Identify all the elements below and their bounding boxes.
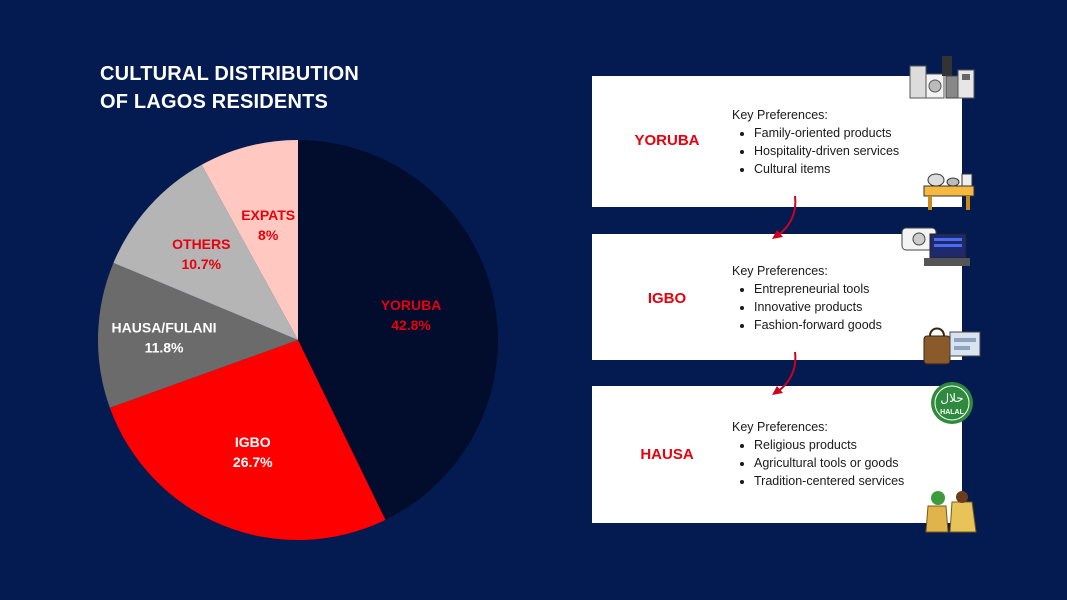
slice-label-igbo: IGBO (235, 434, 271, 450)
preferences-heading: Key Preferences: (732, 420, 828, 434)
halal-arabic-text: حلال (940, 391, 963, 405)
slice-label-yoruba: YORUBA (381, 297, 442, 313)
card-group-label: YORUBA (634, 132, 700, 149)
card-preferences: Key Preferences: Family-oriented product… (732, 106, 899, 178)
card-yoruba: YORUBA Key Preferences: Family-oriented … (592, 76, 962, 207)
pie-slice-expats (201, 140, 298, 340)
list-item: Fashion-forward goods (754, 316, 882, 334)
pie-slice-hausa-fulani (97, 262, 298, 408)
card-group-label: HAUSA (640, 446, 694, 463)
slice-label-expats: EXPATS (241, 207, 295, 223)
preferences-heading: Key Preferences: (732, 264, 828, 278)
chart-title: CULTURAL DISTRIBUTION OF LAGOS RESIDENTS (100, 60, 359, 116)
pie-slice-yoruba (298, 140, 498, 520)
catering-table-icon (923, 173, 975, 210)
chart-title-line-2: OF LAGOS RESIDENTS (100, 91, 329, 113)
chart-title-line-1: CULTURAL DISTRIBUTION (100, 63, 359, 85)
slice-value-hausa-fulani: 11.8% (145, 340, 184, 356)
list-item: Family-oriented products (754, 124, 899, 142)
preferences-list: Entrepreneurial tools Innovative product… (732, 280, 882, 334)
pie-chart: YORUBA 42.8% IGBO 26.7% HAUSA/FULANI 11.8% OTH… (97, 140, 498, 540)
slice-label-others: OTHERS (172, 236, 230, 252)
fashion-goods-icon (923, 327, 981, 365)
slice-value-igbo: 26.7% (233, 454, 273, 470)
slice-value-yoruba: 42.8% (391, 317, 431, 333)
card-preferences: Key Preferences: Entrepreneurial tools I… (732, 262, 882, 334)
list-item: Cultural items (754, 160, 899, 178)
pie-slice-igbo (109, 340, 386, 540)
list-item: Innovative products (754, 298, 882, 316)
card-group-label: IGBO (647, 290, 687, 307)
preferences-list: Religious products Agricultural tools or… (732, 436, 904, 490)
card-hausa: HAUSA Key Preferences: Religious product… (592, 386, 962, 523)
halal-badge-icon: حلال HALAL (931, 382, 973, 424)
slice-label-hausa-fulani: HAUSA/FULANI (112, 320, 217, 336)
halal-text: HALAL (940, 409, 964, 416)
slice-value-others: 10.7% (181, 256, 221, 272)
card-igbo: IGBO Key Preferences: Entrepreneurial to… (592, 234, 962, 360)
pie-slice-others (113, 164, 298, 340)
list-item: Agricultural tools or goods (754, 454, 904, 472)
home-appliances-icon (909, 56, 975, 99)
list-item: Religious products (754, 436, 904, 454)
preferences-heading: Key Preferences: (732, 108, 828, 122)
card-preferences: Key Preferences: Religious products Agri… (732, 418, 904, 490)
list-item: Tradition-centered services (754, 472, 904, 490)
list-item: Entrepreneurial tools (754, 280, 882, 298)
connector-arrow-icon (772, 195, 797, 239)
preferences-list: Family-oriented products Hospitality-dri… (732, 124, 899, 178)
laptop-machine-icon (901, 227, 970, 266)
slice-value-expats: 8% (258, 227, 279, 243)
connector-arrow-icon (772, 351, 797, 395)
list-item: Hospitality-driven services (754, 142, 899, 160)
grain-sacks-icon (925, 491, 977, 533)
